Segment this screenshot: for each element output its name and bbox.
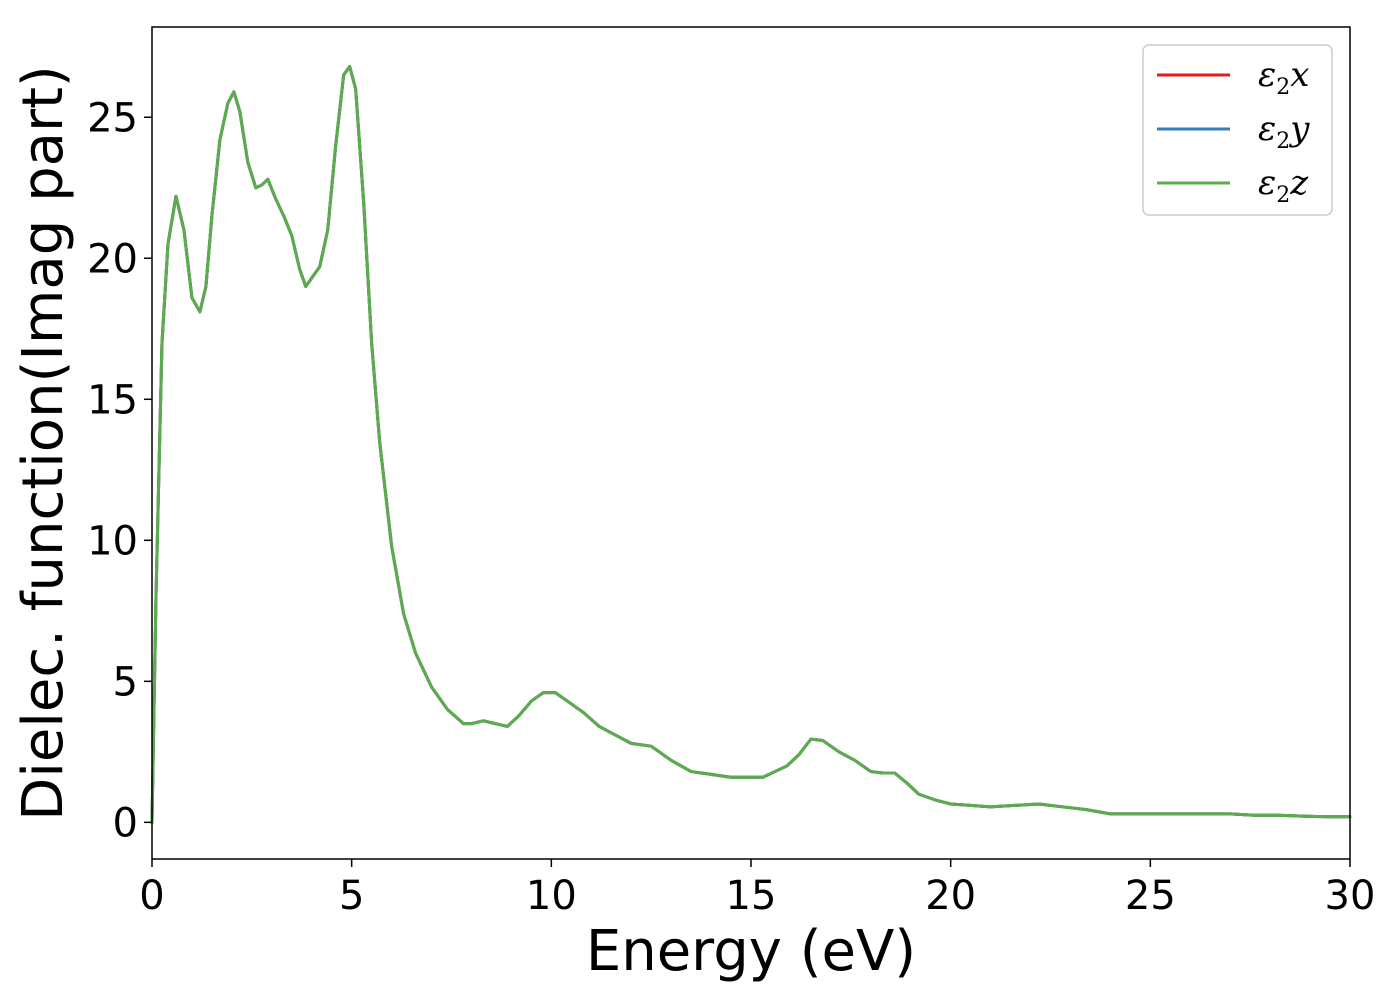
y-axis-label: Dielec. function(Imag part) — [11, 65, 76, 821]
legend-label-z: ε2z — [1258, 163, 1309, 208]
legend-entries: ε2x ε2y ε2z — [1157, 55, 1310, 208]
y-tick-label: 15 — [87, 377, 138, 423]
y-tick-label: 0 — [113, 800, 138, 846]
series-layer — [150, 64, 1352, 824]
series-line-z — [150, 64, 1352, 824]
y-tick-label: 25 — [87, 95, 138, 141]
x-tick-label: 25 — [1125, 873, 1176, 919]
y-axis-ticks: 0 5 10 15 20 25 — [87, 95, 152, 846]
legend-box — [1142, 44, 1333, 216]
legend-label-y: ε2y — [1258, 109, 1310, 154]
y-tick-label: 20 — [87, 236, 138, 282]
x-tick-label: 0 — [139, 873, 164, 919]
legend: ε2x ε2y ε2z — [1142, 44, 1333, 216]
x-tick-label: 5 — [339, 873, 364, 919]
x-axis-ticks: 0 5 10 15 20 25 30 — [139, 859, 1375, 919]
y-tick-label: 5 — [113, 659, 138, 705]
x-tick-label: 15 — [726, 873, 777, 919]
y-tick-label: 10 — [87, 518, 138, 564]
legend-label-x: ε2x — [1258, 55, 1309, 100]
x-tick-label: 10 — [526, 873, 577, 919]
x-tick-label: 30 — [1325, 873, 1376, 919]
x-axis-label: Energy (eV) — [586, 919, 916, 984]
x-tick-label: 20 — [925, 873, 976, 919]
